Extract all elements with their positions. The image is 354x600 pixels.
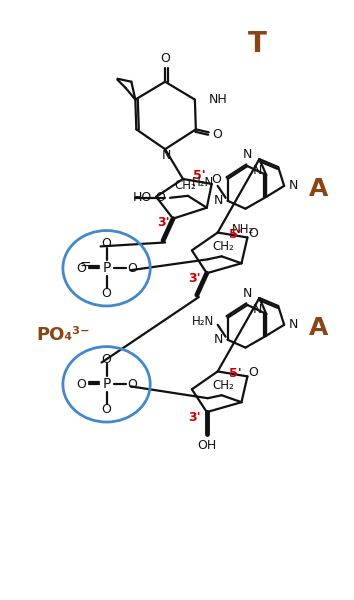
Text: 3': 3' xyxy=(189,272,201,284)
Text: N: N xyxy=(253,303,262,316)
Text: PO₄³⁻: PO₄³⁻ xyxy=(36,326,90,344)
Text: CH₂: CH₂ xyxy=(213,240,234,253)
Text: N: N xyxy=(243,287,252,300)
Text: O: O xyxy=(76,378,86,391)
Text: O: O xyxy=(102,353,112,366)
Text: CH₂: CH₂ xyxy=(213,379,234,392)
Text: N: N xyxy=(243,148,252,161)
Text: NH₂: NH₂ xyxy=(232,223,255,236)
Text: 3': 3' xyxy=(157,216,170,229)
Text: N: N xyxy=(289,179,298,193)
Text: O: O xyxy=(212,173,222,187)
Text: 5': 5' xyxy=(229,367,242,380)
Text: O: O xyxy=(160,52,170,65)
Text: T: T xyxy=(248,30,267,58)
Text: P: P xyxy=(102,261,111,275)
Text: 5': 5' xyxy=(229,228,242,241)
Text: A: A xyxy=(309,177,329,201)
Text: H₂N: H₂N xyxy=(192,316,214,328)
Text: OH: OH xyxy=(197,439,216,452)
Text: O: O xyxy=(102,237,112,250)
Text: NH: NH xyxy=(209,93,228,106)
Text: O: O xyxy=(249,366,258,379)
Text: N: N xyxy=(213,333,223,346)
Text: O: O xyxy=(76,262,86,275)
Text: O: O xyxy=(213,128,223,141)
Text: O: O xyxy=(127,262,137,275)
Text: N: N xyxy=(161,149,171,161)
Text: O: O xyxy=(249,227,258,240)
Text: O: O xyxy=(102,403,112,416)
Text: =: = xyxy=(80,259,92,273)
Text: 5': 5' xyxy=(193,169,206,182)
Text: CH₂: CH₂ xyxy=(174,179,196,193)
Text: H₂N: H₂N xyxy=(192,176,214,190)
Text: N: N xyxy=(289,319,298,331)
Text: 3': 3' xyxy=(189,410,201,424)
Text: HO—: HO— xyxy=(132,191,164,205)
Text: N: N xyxy=(253,164,262,177)
Text: O: O xyxy=(155,191,165,205)
Text: O: O xyxy=(102,287,112,299)
Text: N: N xyxy=(213,194,223,207)
Text: P: P xyxy=(102,377,111,391)
Text: O: O xyxy=(127,378,137,391)
Text: A: A xyxy=(309,316,329,340)
